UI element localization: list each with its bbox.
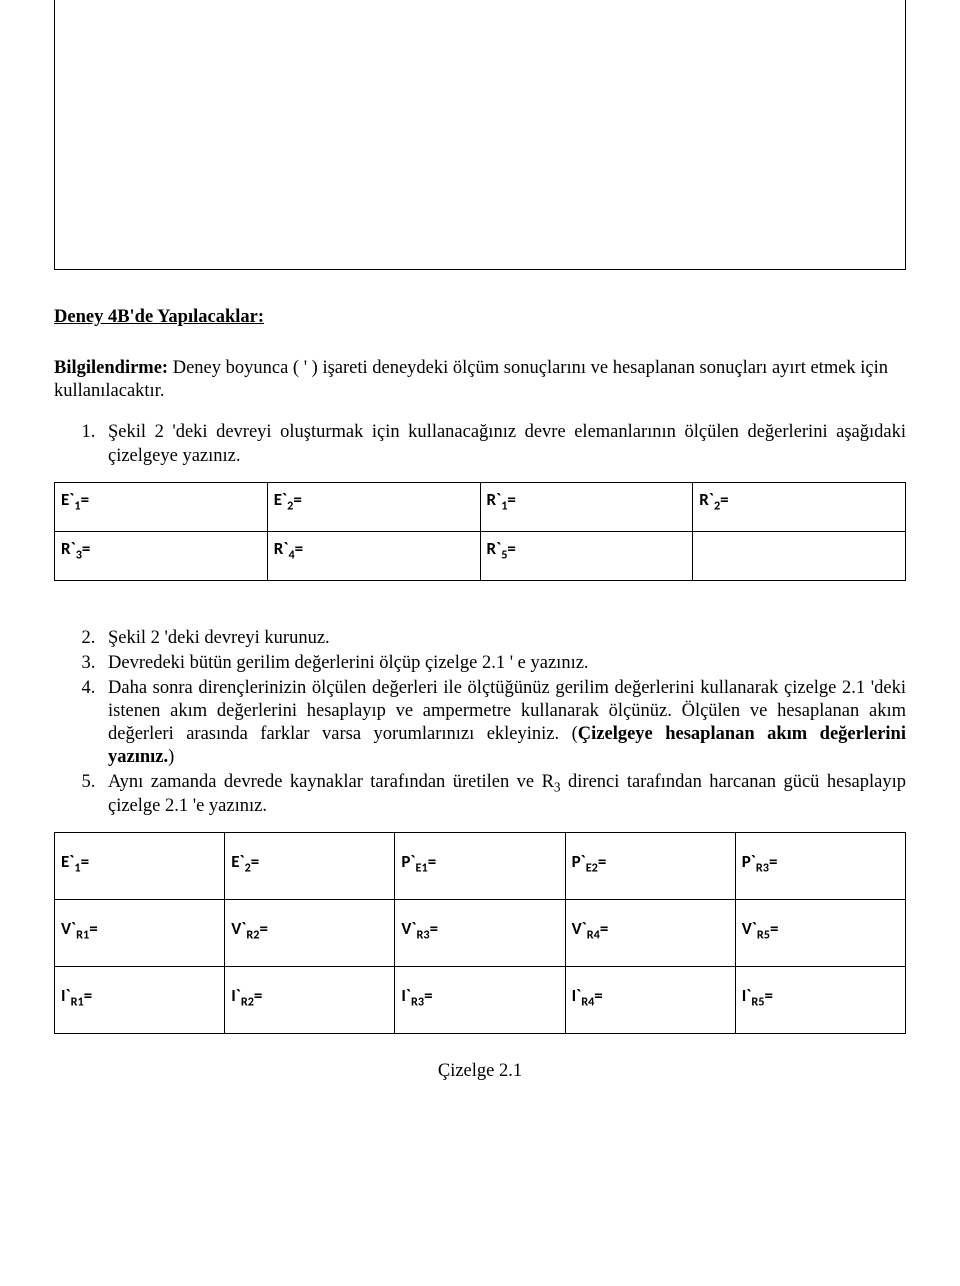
cell-E2: E`2=	[225, 832, 395, 899]
cell-R1: R`1=	[480, 482, 693, 531]
cell-IR2: I`R2=	[225, 966, 395, 1033]
table-row: R`3= R`4= R`5=	[55, 531, 906, 580]
step-1: Şekil 2 'deki devreyi oluşturmak için ku…	[100, 421, 906, 467]
step-3: Devredeki bütün gerilim değerlerini ölçü…	[100, 652, 906, 675]
step-3-text: Devredeki bütün gerilim değerlerini ölçü…	[108, 652, 906, 675]
cell-IR4: I`R4=	[565, 966, 735, 1033]
cell-VR4: V`R4=	[565, 899, 735, 966]
steps-list-cont: Şekil 2 'deki devreyi kurunuz. Devredeki…	[54, 627, 906, 818]
step-5a: Aynı zamanda devrede kaynaklar tarafında…	[108, 772, 554, 792]
info-text: Deney boyunca ( ' ) işareti deneydeki öl…	[54, 358, 888, 401]
table-row: I`R1= I`R2= I`R3= I`R4= I`R5=	[55, 966, 906, 1033]
table-row: E`1= E`2= R`1= R`2=	[55, 482, 906, 531]
cell-VR5: V`R5=	[735, 899, 905, 966]
step-5-text: Aynı zamanda devrede kaynaklar tarafında…	[108, 771, 906, 817]
cell-R5: R`5=	[480, 531, 693, 580]
cell-R2: R`2=	[693, 482, 906, 531]
step-4-text: Daha sonra dirençlerinizin ölçülen değer…	[108, 677, 906, 770]
cell-PE1: P`E1=	[395, 832, 565, 899]
step-4c: )	[168, 747, 174, 767]
steps-list: Şekil 2 'deki devreyi oluşturmak için ku…	[54, 421, 906, 467]
cell-empty	[693, 531, 906, 580]
cell-PR3: P`R3=	[735, 832, 905, 899]
step-1-text: Şekil 2 'deki devreyi oluşturmak için ku…	[108, 421, 906, 467]
cell-R3: R`3=	[55, 531, 268, 580]
info-paragraph: Bilgilendirme: Deney boyunca ( ' ) işare…	[54, 357, 906, 403]
page: Deney 4B'de Yapılacaklar: Bilgilendirme:…	[0, 0, 960, 1123]
table-row: E`1= E`2= P`E1= P`E2= P`R3=	[55, 832, 906, 899]
cell-E1: E`1=	[55, 482, 268, 531]
cell-IR3: I`R3=	[395, 966, 565, 1033]
cell-VR2: V`R2=	[225, 899, 395, 966]
cell-E2: E`2=	[267, 482, 480, 531]
cell-VR3: V`R3=	[395, 899, 565, 966]
step-2: Şekil 2 'deki devreyi kurunuz.	[100, 627, 906, 650]
section-title: Deney 4B'de Yapılacaklar:	[54, 306, 906, 329]
spacer	[54, 595, 906, 609]
step-2-text: Şekil 2 'deki devreyi kurunuz.	[108, 627, 906, 650]
table-components: E`1= E`2= R`1= R`2= R`3= R`4= R`5=	[54, 482, 906, 581]
table-caption: Çizelge 2.1	[54, 1060, 906, 1083]
cell-IR1: I`R1=	[55, 966, 225, 1033]
cell-PE2: P`E2=	[565, 832, 735, 899]
blank-figure-box	[54, 0, 906, 270]
cell-VR1: V`R1=	[55, 899, 225, 966]
step-5: Aynı zamanda devrede kaynaklar tarafında…	[100, 771, 906, 817]
info-label: Bilgilendirme:	[54, 358, 168, 378]
cell-R4: R`4=	[267, 531, 480, 580]
cell-E1: E`1=	[55, 832, 225, 899]
step-5-sub: 3	[554, 780, 561, 795]
cell-IR5: I`R5=	[735, 966, 905, 1033]
table-measurements: E`1= E`2= P`E1= P`E2= P`R3= V`R1= V`R2= …	[54, 832, 906, 1034]
step-4: Daha sonra dirençlerinizin ölçülen değer…	[100, 677, 906, 770]
table-row: V`R1= V`R2= V`R3= V`R4= V`R5=	[55, 899, 906, 966]
